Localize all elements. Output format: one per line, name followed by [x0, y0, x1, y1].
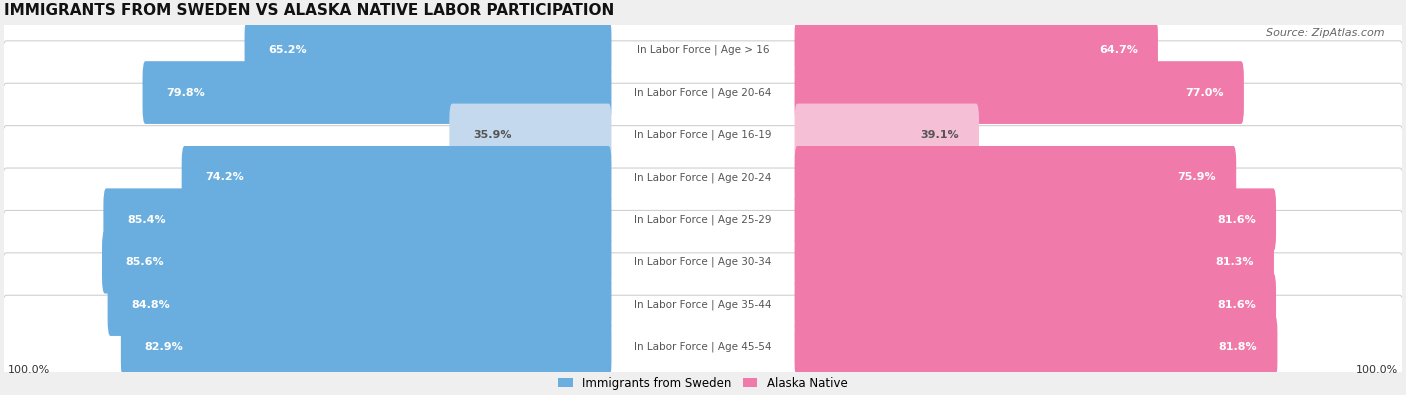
Text: 82.9%: 82.9%: [145, 342, 183, 352]
Text: In Labor Force | Age 25-29: In Labor Force | Age 25-29: [634, 214, 772, 225]
FancyBboxPatch shape: [0, 83, 1406, 187]
Text: In Labor Force | Age 35-44: In Labor Force | Age 35-44: [634, 299, 772, 310]
Text: 81.8%: 81.8%: [1219, 342, 1257, 352]
Text: In Labor Force | Age 30-34: In Labor Force | Age 30-34: [634, 257, 772, 267]
FancyBboxPatch shape: [794, 316, 1278, 378]
Text: 65.2%: 65.2%: [269, 45, 307, 55]
Text: In Labor Force | Age 16-19: In Labor Force | Age 16-19: [634, 130, 772, 140]
Text: 81.3%: 81.3%: [1215, 257, 1254, 267]
Text: 79.8%: 79.8%: [166, 88, 205, 98]
Text: In Labor Force | Age > 16: In Labor Force | Age > 16: [637, 45, 769, 55]
FancyBboxPatch shape: [794, 231, 1274, 293]
FancyBboxPatch shape: [121, 316, 612, 378]
Text: 35.9%: 35.9%: [472, 130, 512, 140]
Text: In Labor Force | Age 20-64: In Labor Force | Age 20-64: [634, 87, 772, 98]
Text: 74.2%: 74.2%: [205, 172, 245, 182]
Text: 85.6%: 85.6%: [125, 257, 165, 267]
Text: 81.6%: 81.6%: [1218, 299, 1256, 310]
Text: 100.0%: 100.0%: [7, 365, 49, 375]
Text: In Labor Force | Age 20-24: In Labor Force | Age 20-24: [634, 172, 772, 182]
FancyBboxPatch shape: [0, 295, 1406, 395]
FancyBboxPatch shape: [794, 146, 1236, 209]
FancyBboxPatch shape: [104, 188, 612, 251]
FancyBboxPatch shape: [794, 19, 1159, 81]
Text: 77.0%: 77.0%: [1185, 88, 1223, 98]
FancyBboxPatch shape: [0, 41, 1406, 144]
FancyBboxPatch shape: [450, 103, 612, 166]
FancyBboxPatch shape: [245, 19, 612, 81]
Text: In Labor Force | Age 45-54: In Labor Force | Age 45-54: [634, 342, 772, 352]
FancyBboxPatch shape: [0, 168, 1406, 271]
Text: Source: ZipAtlas.com: Source: ZipAtlas.com: [1267, 28, 1385, 38]
Text: IMMIGRANTS FROM SWEDEN VS ALASKA NATIVE LABOR PARTICIPATION: IMMIGRANTS FROM SWEDEN VS ALASKA NATIVE …: [4, 4, 614, 19]
FancyBboxPatch shape: [794, 61, 1244, 124]
Text: 84.8%: 84.8%: [131, 299, 170, 310]
Text: 64.7%: 64.7%: [1099, 45, 1137, 55]
FancyBboxPatch shape: [108, 273, 612, 336]
FancyBboxPatch shape: [794, 103, 979, 166]
FancyBboxPatch shape: [794, 273, 1277, 336]
Text: 75.9%: 75.9%: [1177, 172, 1216, 182]
FancyBboxPatch shape: [0, 211, 1406, 314]
Text: 85.4%: 85.4%: [127, 215, 166, 225]
Text: 39.1%: 39.1%: [920, 130, 959, 140]
FancyBboxPatch shape: [181, 146, 612, 209]
FancyBboxPatch shape: [103, 231, 612, 293]
FancyBboxPatch shape: [0, 0, 1406, 102]
FancyBboxPatch shape: [794, 188, 1277, 251]
FancyBboxPatch shape: [142, 61, 612, 124]
FancyBboxPatch shape: [0, 126, 1406, 229]
Legend: Immigrants from Sweden, Alaska Native: Immigrants from Sweden, Alaska Native: [554, 372, 852, 394]
FancyBboxPatch shape: [0, 253, 1406, 356]
Text: 100.0%: 100.0%: [1357, 365, 1399, 375]
Text: 81.6%: 81.6%: [1218, 215, 1256, 225]
